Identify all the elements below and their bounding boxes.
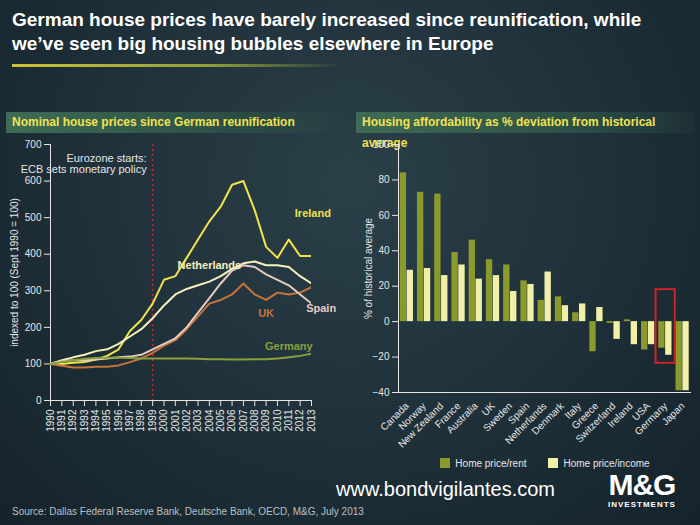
- svg-text:1991: 1991: [56, 409, 67, 432]
- svg-text:2001: 2001: [170, 409, 181, 432]
- svg-text:−20: −20: [373, 351, 390, 362]
- svg-text:80: 80: [378, 174, 390, 185]
- svg-text:20: 20: [378, 280, 390, 291]
- svg-text:300: 300: [25, 285, 42, 296]
- svg-text:Germany: Germany: [265, 340, 314, 352]
- svg-text:2005: 2005: [215, 409, 226, 432]
- svg-text:1992: 1992: [67, 409, 78, 432]
- svg-text:1997: 1997: [124, 409, 135, 432]
- svg-text:1996: 1996: [113, 409, 124, 432]
- svg-text:1999: 1999: [147, 409, 158, 432]
- svg-text:2010: 2010: [272, 409, 283, 432]
- svg-text:0: 0: [384, 316, 390, 327]
- svg-text:2007: 2007: [238, 409, 249, 432]
- svg-text:1994: 1994: [90, 409, 101, 432]
- svg-text:2008: 2008: [249, 409, 260, 432]
- svg-text:2013: 2013: [306, 409, 317, 432]
- svg-text:indexed to 100 (Sept 1990 = 10: indexed to 100 (Sept 1990 = 100): [9, 198, 20, 347]
- svg-text:2004: 2004: [204, 409, 215, 432]
- svg-text:1990: 1990: [45, 409, 56, 432]
- svg-text:Australia: Australia: [444, 400, 480, 436]
- svg-text:60: 60: [378, 210, 390, 221]
- svg-text:600: 600: [25, 175, 42, 186]
- svg-text:100: 100: [373, 139, 390, 150]
- svg-text:2006: 2006: [226, 409, 237, 432]
- svg-text:Eurozone starts:ECB sets monet: Eurozone starts:ECB sets monetary policy: [21, 152, 147, 175]
- svg-text:Netherlands: Netherlands: [178, 259, 242, 271]
- svg-text:2011: 2011: [283, 409, 294, 431]
- svg-text:40: 40: [378, 245, 390, 256]
- svg-text:0: 0: [36, 395, 42, 406]
- svg-text:Ireland: Ireland: [295, 207, 331, 219]
- svg-text:400: 400: [25, 248, 42, 259]
- svg-text:Japan: Japan: [660, 400, 687, 427]
- svg-text:200: 200: [25, 322, 42, 333]
- svg-text:500: 500: [25, 212, 42, 223]
- svg-text:2002: 2002: [181, 409, 192, 432]
- svg-text:Spain: Spain: [306, 302, 336, 314]
- svg-text:2000: 2000: [158, 409, 169, 432]
- svg-text:UK: UK: [258, 307, 274, 319]
- svg-text:2009: 2009: [260, 409, 271, 432]
- svg-text:1993: 1993: [79, 409, 90, 432]
- svg-text:1998: 1998: [135, 409, 146, 432]
- svg-text:1995: 1995: [101, 409, 112, 432]
- svg-text:2012: 2012: [294, 409, 305, 432]
- svg-text:% of historical average: % of historical average: [363, 217, 374, 319]
- svg-text:700: 700: [25, 139, 42, 150]
- svg-text:Denmark: Denmark: [529, 400, 566, 437]
- svg-text:2003: 2003: [192, 409, 203, 432]
- svg-text:−40: −40: [373, 387, 390, 398]
- svg-text:100: 100: [25, 358, 42, 369]
